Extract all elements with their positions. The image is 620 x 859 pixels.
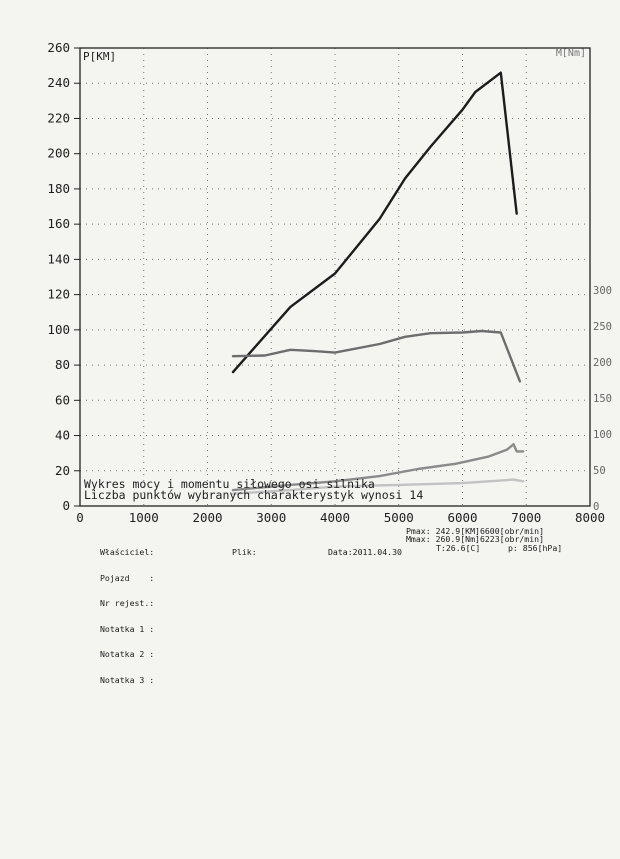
y-left-tick-260: 260 [47,40,70,55]
info-labels: Właściciel: Pojazd : Nr rejest.: Notatka… [100,531,154,693]
x-tick-1000: 1000 [129,510,159,525]
mmax-label: Mmax: 260.9[Nm]6223[obr/min] [406,534,545,544]
y-right-tick-300: 300 [593,285,612,297]
x-tick-2000: 2000 [192,510,222,525]
note-2-label: Notatka 2 : [100,649,155,659]
y-left-tick-140: 140 [47,251,70,266]
y-right-tick-250: 250 [593,321,612,333]
y-left-tick-40: 40 [55,428,70,443]
pmax-label: Pmax: 242.9[KM]6600[obr/min] [406,526,545,536]
note-3-label: Notatka 3 : [100,674,155,685]
series-line-4 [231,478,525,495]
note-1-label: Notatka 1 : [100,623,155,634]
x-tick-5000: 5000 [384,510,414,525]
y-left-tick-80: 80 [55,357,70,372]
y-right-tick-0: 0 [593,501,599,513]
y-left-tick-120: 120 [47,287,70,302]
y-right-tick-150: 150 [593,393,612,405]
registration-label: Nr rejest.: [100,598,155,608]
pressure-label: p: 856[hPa] [508,543,563,553]
y-left-tick-100: 100 [47,322,70,337]
file-label: Plik: [232,547,257,557]
series-line-1 [231,71,518,374]
x-tick-0: 0 [76,510,84,525]
y-left-tick-240: 240 [47,75,70,90]
dyno-chart: 0 20 40 60 80 100 120 140 160 180 200 220 240 260 0 50 1… [47,40,612,525]
y-left-tick-60: 60 [55,392,70,407]
series-line-2 [231,329,522,383]
y-left-tick-180: 180 [47,181,70,196]
x-tick-3000: 3000 [256,510,286,525]
temperature-label: T:26.6[C] [436,543,481,553]
date-label: Data:2011.04.30 [328,547,402,557]
y-left-tick-200: 200 [47,146,70,161]
x-tick-8000: 8000 [575,510,605,525]
y-axis-title-right: M[Nm] [556,48,586,59]
y-left-tick-20: 20 [55,463,70,478]
owner-label: Właściciel: [100,547,155,557]
chart-caption-line-2: Liczba punktów wybranych charakterystyk … [84,488,423,502]
x-tick-7000: 7000 [511,510,541,525]
y-axis-title-left: P[KM] [83,50,116,63]
x-tick-4000: 4000 [320,510,350,525]
y-left-tick-0: 0 [62,498,70,513]
series-lines [231,71,525,495]
grid [80,48,590,506]
y-right-tick-100: 100 [593,429,612,441]
y-left-tick-160: 160 [47,216,70,231]
chart-caption-line-1: Wykres mocy i momentu siłowego osi silni… [84,477,375,491]
vehicle-label: Pojazd : [100,572,155,583]
series-line-3 [231,443,525,492]
plot-frame [79,47,591,507]
tick-labels: 0 20 40 60 80 100 120 140 160 180 200 220 240 260 0 50 1… [47,40,612,525]
y-right-tick-200: 200 [593,357,612,369]
x-tick-6000: 6000 [447,510,477,525]
y-right-tick-50: 50 [593,465,606,477]
y-left-tick-220: 220 [47,110,70,125]
